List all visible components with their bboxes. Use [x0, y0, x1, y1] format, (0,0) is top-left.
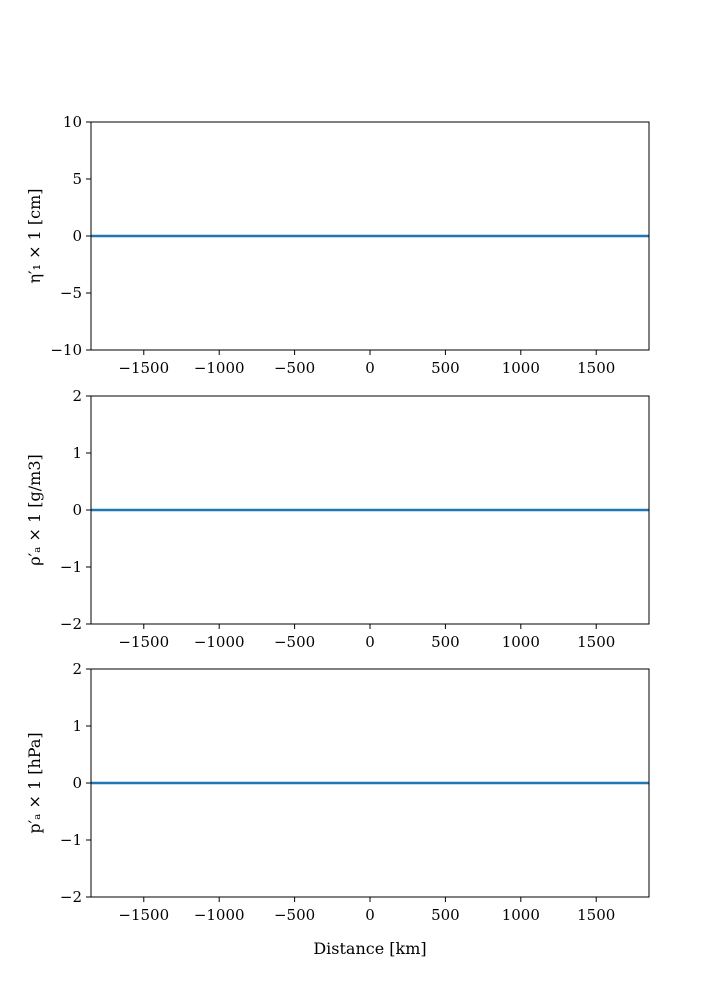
x-tick-label: 1000	[502, 359, 540, 377]
x-tick-label: 0	[365, 633, 375, 651]
y-tick-label: 0	[72, 774, 82, 792]
x-tick-label: −1500	[118, 633, 169, 651]
y-tick-label: 2	[72, 660, 82, 678]
chart-panel-3: −1500 −1000 −500 0 500 1000 1500 −2 −1 0 1 2 p′ₐ × 1…	[25, 660, 650, 958]
x-tick-label: 0	[365, 906, 375, 924]
y-tick-label: −1	[60, 831, 82, 849]
x-tick-label: −1000	[194, 359, 245, 377]
x-tick-label: −500	[274, 633, 315, 651]
y-tick-label: 0	[72, 501, 82, 519]
x-tick-label: 500	[431, 906, 460, 924]
x-tick-label: −1000	[194, 906, 245, 924]
x-axis-title: Distance [km]	[313, 939, 426, 958]
x-tick-label: 1000	[502, 633, 540, 651]
chart-panel-1: −1500 −1000 −500 0 500 1000 1500 −10 −5 0 5 10 η′₁ ×…	[25, 113, 650, 377]
y-tick-label: −10	[50, 341, 82, 359]
x-tick-label: 1000	[502, 906, 540, 924]
x-tick-label: 500	[431, 359, 460, 377]
chart-panel-2: −1500 −1000 −500 0 500 1000 1500 −2 −1 0 1 2 ρ′ₐ × 1…	[25, 387, 650, 651]
y-tick-label: −5	[60, 284, 82, 302]
x-tick-label: 500	[431, 633, 460, 651]
y-axis-title: p′ₐ × 1 [hPa]	[25, 732, 44, 833]
x-tick-label: −500	[274, 906, 315, 924]
y-tick-label: −2	[60, 888, 82, 906]
y-tick-label: −1	[60, 558, 82, 576]
y-tick-label: 5	[72, 170, 82, 188]
y-axis-title: η′₁ × 1 [cm]	[25, 188, 44, 283]
y-tick-label: 10	[63, 113, 82, 131]
x-tick-label: −1500	[118, 906, 169, 924]
x-tick-label: 1500	[577, 906, 615, 924]
x-tick-label: −1500	[118, 359, 169, 377]
x-tick-label: 1500	[577, 633, 615, 651]
y-tick-label: 2	[72, 387, 82, 405]
y-tick-label: 1	[72, 717, 82, 735]
x-tick-label: 1500	[577, 359, 615, 377]
y-axis-title: ρ′ₐ × 1 [g/m3]	[25, 454, 44, 566]
x-tick-label: −500	[274, 359, 315, 377]
y-tick-label: 1	[72, 444, 82, 462]
x-tick-label: −1000	[194, 633, 245, 651]
x-tick-label: 0	[365, 359, 375, 377]
y-tick-label: −2	[60, 615, 82, 633]
y-tick-label: 0	[72, 227, 82, 245]
